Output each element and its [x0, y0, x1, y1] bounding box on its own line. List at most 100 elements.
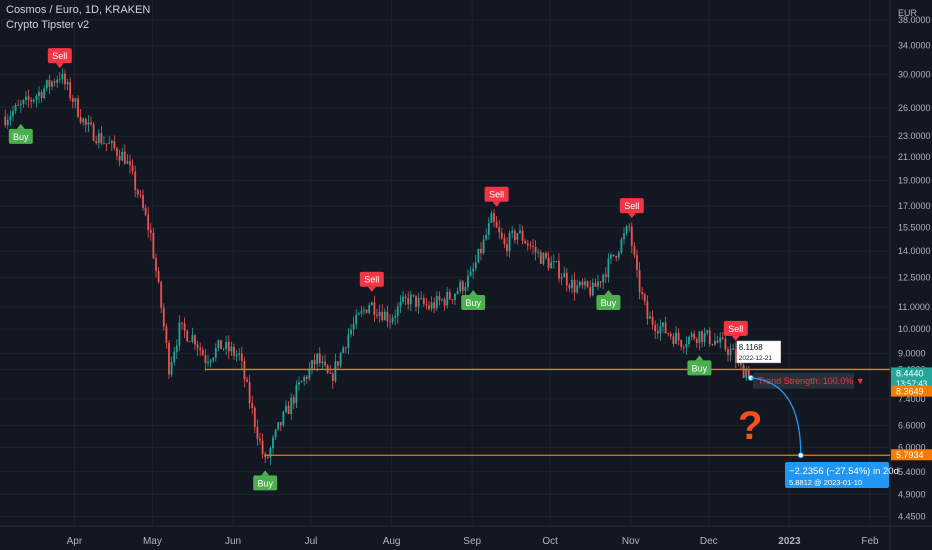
candle-body	[513, 230, 516, 240]
candle-body	[368, 305, 371, 313]
candle-body	[27, 96, 30, 101]
candle-body	[526, 243, 529, 246]
candle-body	[646, 301, 649, 319]
tooltip-date: 2022-12-21	[739, 355, 773, 362]
candle-body	[620, 239, 623, 253]
candle-body	[568, 285, 571, 289]
candle-body	[77, 98, 79, 117]
candle-body	[113, 140, 116, 149]
signal-label: Buy	[601, 298, 617, 308]
x-tick-label: Aug	[383, 536, 401, 547]
candle-body	[383, 311, 386, 321]
candle-body	[688, 336, 690, 345]
candle-body	[581, 281, 584, 286]
candle-body	[365, 309, 368, 313]
x-tick-label: Jul	[305, 536, 318, 547]
candle-body	[376, 314, 378, 316]
candle-body	[149, 229, 152, 234]
candle-body	[30, 100, 33, 102]
candle-body	[747, 370, 750, 377]
candle-body	[714, 340, 716, 345]
candle-body	[17, 105, 20, 106]
candle-body	[597, 281, 599, 287]
candle-body	[129, 161, 131, 166]
candle-body	[266, 457, 269, 459]
candle-body	[56, 79, 59, 83]
candle-body	[274, 429, 277, 438]
sell-signal[interactable]: Sell	[619, 198, 644, 219]
candle-body	[6, 119, 9, 126]
sell-signal[interactable]: Sell	[723, 320, 748, 341]
candle-body	[636, 255, 638, 270]
price-tag[interactable]: 5.7934	[891, 449, 932, 461]
buy-signal[interactable]: Buy	[8, 123, 33, 144]
candle-body	[493, 213, 495, 222]
candle-body	[662, 322, 664, 327]
buy-signal[interactable]: Buy	[687, 355, 712, 376]
x-tick-label: May	[143, 536, 162, 547]
candle-body	[256, 426, 259, 439]
x-tick-label: Feb	[861, 536, 879, 547]
candle-body	[399, 301, 402, 307]
candle-body	[680, 340, 683, 347]
candle-body	[181, 322, 183, 324]
candle-body	[136, 189, 139, 195]
candle-body	[516, 233, 519, 240]
price-tag-value: 5.7934	[896, 450, 924, 460]
x-tick-label: Sep	[463, 536, 481, 547]
candle-body	[347, 334, 350, 348]
y-tick-label: 14.0000	[898, 246, 931, 256]
candle-body	[123, 151, 126, 164]
candle-body	[110, 140, 113, 144]
y-tick-label: 7.4000	[898, 394, 926, 404]
candle-body	[454, 293, 456, 300]
candle-body	[503, 238, 506, 245]
candle-body	[188, 341, 191, 343]
candle-body	[209, 360, 212, 363]
candle-body	[344, 347, 347, 349]
candle-body	[355, 314, 358, 325]
symbol-legend[interactable]: Cosmos / Euro, 1D, KRAKEN	[6, 4, 151, 16]
price-tag[interactable]: 8.3649	[891, 385, 932, 397]
buy-signal[interactable]: Buy	[596, 290, 621, 311]
candle-body	[532, 246, 534, 247]
indicator-legend[interactable]: Crypto Tipster v2	[6, 19, 90, 31]
candle-body	[84, 118, 87, 125]
candle-body	[654, 324, 657, 332]
candle-body	[643, 294, 646, 302]
candle-body	[402, 296, 404, 302]
x-tick-label: Jun	[225, 536, 241, 547]
candle-body	[134, 171, 137, 190]
candle-body	[144, 207, 147, 215]
candle-body	[147, 214, 150, 230]
candle-body	[682, 346, 685, 348]
sell-signal[interactable]: Sell	[359, 271, 384, 292]
buy-signal[interactable]: Buy	[253, 470, 278, 491]
candle-body	[282, 411, 285, 426]
projection-arc[interactable]	[750, 377, 802, 456]
y-tick-label: 10.0000	[898, 324, 931, 334]
candle-body	[659, 326, 662, 334]
x-tick-label: 2023	[778, 536, 801, 547]
projection-end-point[interactable]	[797, 452, 804, 459]
x-tick-label: Dec	[700, 536, 718, 547]
signal-label: Buy	[13, 132, 29, 142]
x-tick-label: Apr	[67, 536, 83, 547]
candle-body	[591, 282, 594, 296]
candle-body	[329, 372, 332, 374]
candle-body	[292, 397, 295, 404]
sell-signal[interactable]: Sell	[47, 48, 72, 69]
signal-label: Sell	[489, 190, 504, 200]
candle-body	[35, 96, 38, 100]
buy-signal[interactable]: Buy	[461, 290, 486, 311]
candle-body	[19, 103, 22, 106]
candle-body	[571, 279, 573, 289]
y-tick-label: 26.0000	[898, 103, 931, 113]
candle-body	[25, 96, 27, 101]
candle-body	[729, 348, 732, 356]
sell-signal[interactable]: Sell	[484, 186, 509, 207]
candle-body	[695, 338, 698, 343]
